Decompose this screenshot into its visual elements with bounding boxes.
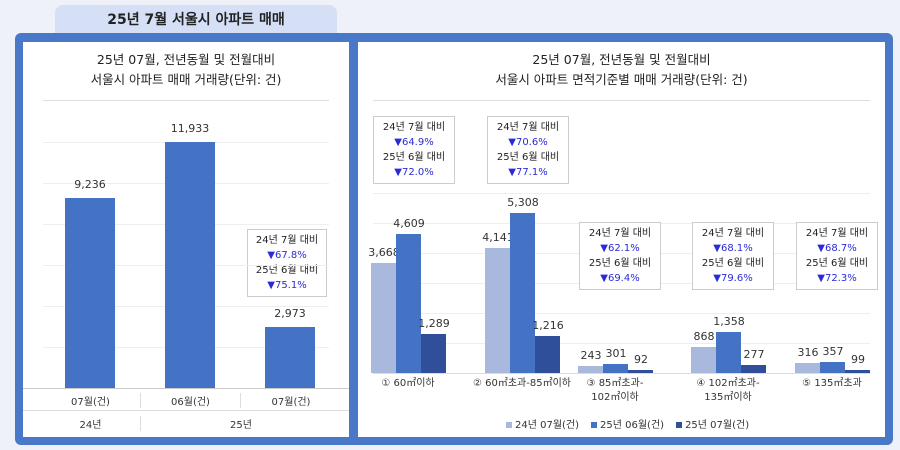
annotation-label: 24년 7월 대비 [701, 228, 765, 239]
x-tick-label: ⑤ 135㎡초과 [802, 378, 862, 389]
annotation-pct: ▼72.0% [394, 167, 434, 178]
data-label: 301 [605, 346, 627, 360]
data-label: 4,141 [482, 231, 514, 245]
bar [265, 326, 315, 388]
bar [396, 234, 421, 373]
x-tick-label: ② 60㎡초과-85㎡이하 [472, 378, 571, 389]
legend-swatch [506, 422, 512, 428]
x-group-label: 24년 [41, 416, 141, 431]
bar [535, 336, 560, 373]
legend-item: 25년 06월(건) [591, 416, 664, 431]
chart-title-line1: 25년 07월, 전년동월 및 전월대비 [532, 52, 711, 67]
annotation-pct: ▼79.6% [713, 273, 753, 284]
change-annotation: 24년 7월 대비 ▼70.6% 25년 6월 대비 ▼77.1% [487, 116, 569, 184]
annotation-label: 24년 7월 대비 [382, 122, 446, 133]
data-label: 92 [634, 353, 648, 366]
data-label: 9,236 [74, 177, 106, 191]
x-tick-label: 07월(건) [41, 393, 141, 408]
data-label: 2,973 [274, 306, 306, 320]
chart-title-line2: 서울시 아파트 면적기준별 매매 거래량(단위: 건) [495, 72, 748, 87]
bar [820, 362, 845, 373]
annotation-pct: ▼68.1% [713, 243, 753, 254]
bar [485, 248, 510, 373]
bar [628, 370, 653, 373]
x-group-label: 25년 [230, 420, 252, 431]
bar [165, 142, 215, 388]
data-label: 316 [797, 346, 819, 360]
bar [741, 364, 766, 373]
data-label: 243 [580, 348, 602, 362]
annotation-label: 25년 6월 대비 [255, 265, 319, 276]
gridline [373, 343, 870, 344]
annotation-label: 25년 6월 대비 [382, 152, 446, 163]
x-tick-label: ④ 102㎡초과- 135㎡이하 [696, 378, 760, 403]
change-annotation: 24년 7월 대비 ▼68.1% 25년 6월 대비 ▼79.6% [692, 222, 774, 290]
change-annotation: 24년 7월 대비 ▼62.1% 25년 6월 대비 ▼69.4% [579, 222, 661, 290]
bar [795, 363, 820, 373]
total-volume-chart: 25년 07월, 전년동월 및 전월대비 서울시 아파트 매매 거래량(단위: … [23, 42, 349, 437]
annotation-pct: ▼67.8% [267, 250, 307, 261]
gridline [373, 313, 870, 314]
legend-label: 25년 07월(건) [685, 420, 750, 431]
annotation-label: 25년 6월 대비 [701, 258, 765, 269]
legend-swatch [676, 422, 683, 428]
x-tick-label: ① 60㎡이하 [381, 378, 435, 389]
data-label: 3,668 [368, 245, 400, 259]
legend-label: 24년 07월(건) [515, 420, 580, 431]
data-label: 5,308 [507, 196, 539, 210]
data-label: 277 [743, 347, 765, 361]
change-annotation: 24년 7월 대비 ▼67.8% 25년 6월 대비 ▼75.1% [247, 229, 327, 297]
annotation-label: 25년 6월 대비 [805, 258, 869, 269]
chart-title-line2: 서울시 아파트 매매 거래량(단위: 건) [90, 72, 282, 87]
annotation-pct: ▼68.7% [817, 243, 857, 254]
annotation-label: 25년 6월 대비 [588, 258, 652, 269]
legend-label: 25년 06월(건) [600, 420, 665, 431]
change-annotation: 24년 7월 대비 ▼68.7% 25년 6월 대비 ▼72.3% [796, 222, 878, 290]
section-tab[interactable]: 25년 7월 서울시 아파트 매매 [55, 5, 337, 35]
bar [845, 370, 870, 373]
gridline [373, 193, 870, 194]
annotation-label: 24년 7월 대비 [255, 235, 319, 246]
annotation-pct: ▼62.1% [600, 243, 640, 254]
change-annotation: 24년 7월 대비 ▼64.9% 25년 6월 대비 ▼72.0% [373, 116, 455, 184]
data-label: 1,358 [713, 315, 745, 329]
annotation-pct: ▼77.1% [508, 167, 548, 178]
legend: 24년 07월(건) 25년 06월(건) 25년 07월(건) [506, 416, 749, 431]
annotation-pct: ▼70.6% [508, 137, 548, 148]
bar [691, 346, 716, 373]
legend-item: 25년 07월(건) [676, 416, 749, 431]
annotation-label: 25년 6월 대비 [496, 152, 560, 163]
legend-item: 24년 07월(건) [506, 416, 579, 431]
annotation-pct: ▼69.4% [600, 273, 640, 284]
data-label: 11,933 [170, 122, 210, 135]
annotation-label: 24년 7월 대비 [588, 228, 652, 239]
bar [510, 213, 535, 373]
data-label: 868 [693, 329, 715, 343]
bar [578, 365, 603, 373]
legend-swatch [591, 422, 598, 428]
bar [65, 197, 115, 388]
data-label: 1,216 [532, 319, 564, 333]
x-tick-label: 06월(건) [141, 393, 241, 408]
data-label: 357 [822, 345, 844, 359]
annotation-label: 24년 7월 대비 [805, 228, 869, 239]
x-tick-label: ③ 85㎡초과- 102㎡이하 [586, 378, 644, 403]
annotation-pct: ▼75.1% [267, 280, 307, 291]
chart-title-line1: 25년 07월, 전년동월 및 전월대비 [96, 52, 276, 67]
data-label: 4,609 [393, 217, 425, 231]
data-label: 1,289 [418, 317, 450, 331]
annotation-pct: ▼64.9% [394, 137, 434, 148]
bar [603, 363, 628, 373]
area-volume-chart: 25년 07월, 전년동월 및 전월대비 서울시 아파트 면적기준별 매매 거래… [358, 42, 885, 437]
x-axis [373, 373, 870, 374]
annotation-pct: ▼72.3% [817, 273, 857, 284]
data-label: 99 [851, 353, 865, 366]
annotation-label: 24년 7월 대비 [496, 122, 560, 133]
bar [371, 262, 396, 373]
bar [421, 334, 446, 373]
x-tick-label: 07월(건) [271, 397, 311, 408]
bar [716, 332, 741, 373]
